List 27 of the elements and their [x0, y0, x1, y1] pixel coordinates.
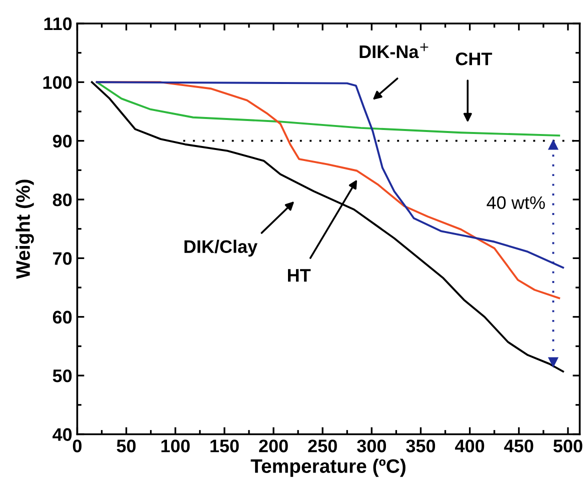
y-tick-label: 90	[52, 134, 72, 148]
y-tick-label: 50	[52, 369, 72, 382]
x-tick-label: 450	[504, 440, 534, 452]
y-tick-label: 110	[44, 17, 72, 30]
y-tick-label: 40	[52, 428, 72, 441]
line-series	[96, 81, 560, 137]
y-tick-label: 80	[52, 193, 72, 206]
x-tick-label: 300	[357, 440, 386, 452]
x-tick-label: 50	[116, 440, 136, 452]
x-tick-label: 150	[210, 440, 239, 452]
y-tick-label: 100	[43, 76, 72, 89]
x-tick-label: 0	[72, 440, 82, 452]
x-tick-label: 350	[406, 440, 436, 452]
x-axis-title: Temperature (ºC)	[250, 458, 406, 477]
x-tick-label: 400	[455, 440, 484, 452]
x-tick-label: 500	[553, 440, 582, 452]
annotation: DIK/Clay	[184, 240, 258, 257]
annotation: HT	[288, 269, 311, 282]
y-axis-title: Weight (%)	[16, 180, 34, 279]
annotation: 40 wt%	[486, 196, 545, 210]
annotation: DIK-Na$^{+}$	[360, 43, 428, 58]
y-tick-label: 60	[52, 310, 72, 324]
x-tick-label: 200	[259, 440, 288, 452]
x-tick-label: 100	[161, 440, 190, 452]
y-tick-label: 70	[53, 252, 72, 265]
x-tick-label: 250	[308, 440, 337, 452]
annotation: CHT	[456, 52, 492, 66]
